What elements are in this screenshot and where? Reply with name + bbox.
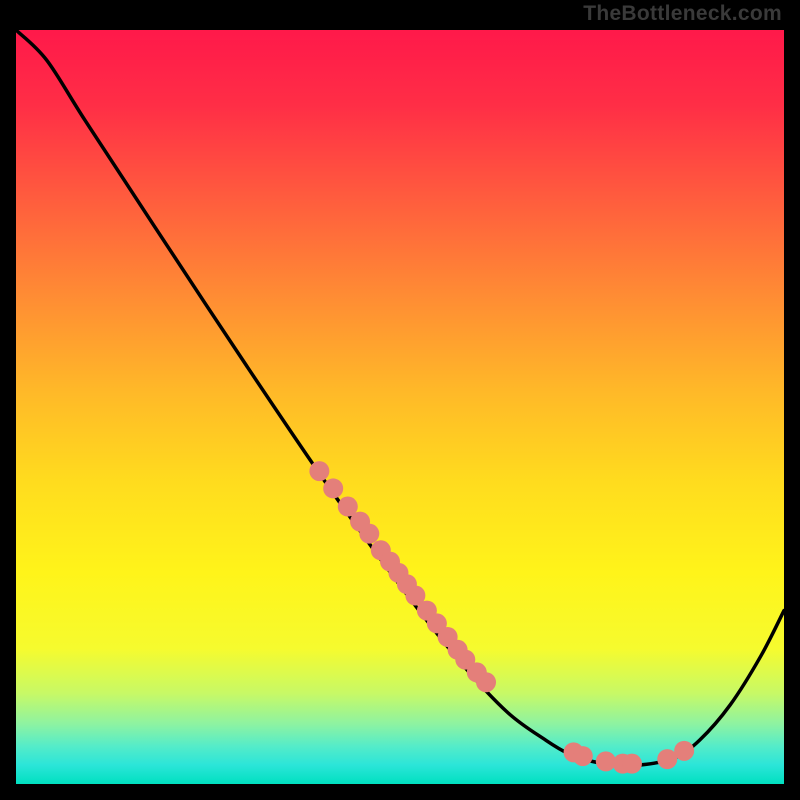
watermark-text: TheBottleneck.com [583, 2, 782, 26]
data-marker [622, 754, 642, 774]
data-marker [476, 672, 496, 692]
data-marker [596, 751, 616, 771]
chart-area [16, 30, 784, 784]
data-marker [309, 461, 329, 481]
data-marker [573, 746, 593, 766]
chart-background [16, 30, 784, 784]
data-marker [323, 478, 343, 498]
data-marker [359, 524, 379, 544]
data-marker [674, 741, 694, 761]
chart-svg [16, 30, 784, 784]
